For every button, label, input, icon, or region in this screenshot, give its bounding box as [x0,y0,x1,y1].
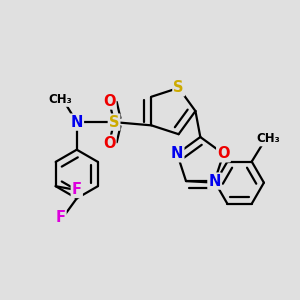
Text: N: N [70,115,83,130]
Text: F: F [56,210,65,225]
Text: O: O [103,136,116,151]
Text: N: N [171,146,183,161]
Text: CH₃: CH₃ [49,93,72,106]
Text: N: N [208,174,221,189]
Text: O: O [217,146,230,161]
Text: CH₃: CH₃ [256,132,280,146]
Text: O: O [103,94,116,109]
Text: S: S [173,80,184,95]
Text: S: S [109,115,119,130]
Text: F: F [72,182,82,197]
